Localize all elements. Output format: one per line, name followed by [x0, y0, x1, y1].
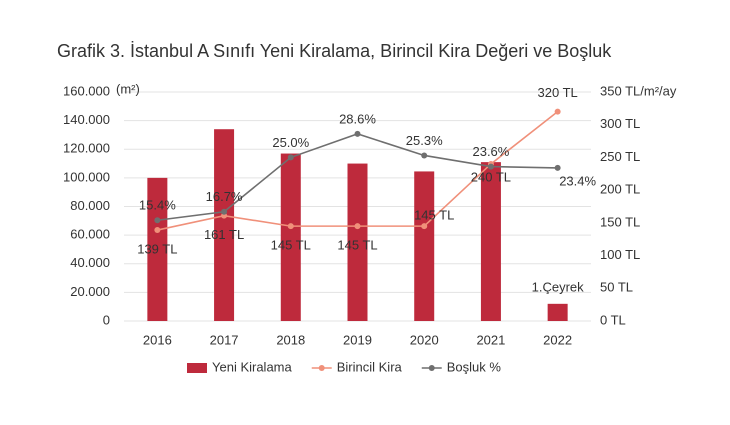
point — [221, 208, 228, 215]
y2-tick-label: 350 TL — [600, 83, 640, 98]
data-label: 23.6% — [472, 144, 509, 159]
y-tick-label: 60.000 — [70, 227, 110, 242]
y-tick-label: 160.000 — [63, 83, 110, 98]
point — [421, 223, 428, 230]
data-label: 28.6% — [339, 111, 376, 126]
point — [154, 217, 161, 224]
y2-tick-label: 50 TL — [600, 280, 633, 295]
data-label: 320 TL — [538, 85, 578, 100]
y-tick-label: 40.000 — [70, 255, 110, 270]
bar — [547, 303, 568, 321]
x-tick-label: 2022 — [543, 332, 572, 347]
data-label: 25.3% — [406, 133, 443, 148]
x-tick-label: 2020 — [410, 332, 439, 347]
point — [554, 164, 561, 171]
y-tick-label: 0 — [103, 312, 110, 327]
data-label: 139 TL — [137, 241, 177, 256]
y-tick-label: 80.000 — [70, 198, 110, 213]
data-label: 15.4% — [139, 198, 176, 213]
bar — [480, 162, 501, 321]
data-label: 23.4% — [559, 173, 596, 188]
x-tick-label: 2017 — [210, 332, 239, 347]
y2-tick-label: 300 TL — [600, 116, 640, 131]
point — [354, 223, 361, 230]
legend-swatch — [428, 365, 435, 371]
bar — [147, 177, 168, 321]
legend-swatch — [318, 365, 325, 371]
bar — [280, 153, 301, 321]
y-unit: (m²) — [116, 81, 140, 96]
y2-tick-label: 150 TL — [600, 214, 640, 229]
y2-unit: /m²/ay — [640, 83, 677, 98]
point — [354, 130, 361, 137]
data-label: 145 TL — [271, 238, 311, 253]
y2-tick-label: 100 TL — [600, 247, 640, 262]
x-tick-label: 2021 — [476, 332, 505, 347]
y2-tick-label: 200 TL — [600, 182, 640, 197]
point — [154, 227, 161, 234]
data-label: 240 TL — [471, 169, 511, 184]
data-label: 16.7% — [206, 189, 243, 204]
legend-label: Yeni Kiralama — [212, 359, 293, 374]
y-tick-label: 100.000 — [63, 169, 110, 184]
y-tick-label: 120.000 — [63, 141, 110, 156]
point — [287, 223, 294, 230]
point — [421, 152, 428, 159]
point — [287, 154, 294, 161]
x-tick-label: 2018 — [276, 332, 305, 347]
y2-tick-label: 0 TL — [600, 312, 626, 327]
data-label: 25.0% — [272, 135, 309, 150]
data-label: 145 TL — [414, 208, 454, 223]
point — [487, 163, 494, 170]
data-label: 145 TL — [337, 238, 377, 253]
y2-tick-label: 250 TL — [600, 149, 640, 164]
legend-label: Birincil Kira — [337, 359, 403, 374]
bar — [414, 171, 435, 321]
y-tick-label: 140.000 — [63, 112, 110, 127]
bar — [214, 129, 235, 321]
x-tick-label: 2016 — [143, 332, 172, 347]
point — [554, 108, 561, 115]
legend-swatch — [187, 363, 207, 373]
legend-label: Boşluk % — [447, 359, 502, 374]
data-label: 161 TL — [204, 227, 244, 242]
y-tick-label: 20.000 — [70, 284, 110, 299]
x-tick-label: 2019 — [343, 332, 372, 347]
chart-title: Grafik 3. İstanbul A Sınıfı Yeni Kiralam… — [57, 41, 612, 61]
bar — [347, 163, 368, 321]
annotation: 1.Çeyrek — [532, 279, 585, 294]
